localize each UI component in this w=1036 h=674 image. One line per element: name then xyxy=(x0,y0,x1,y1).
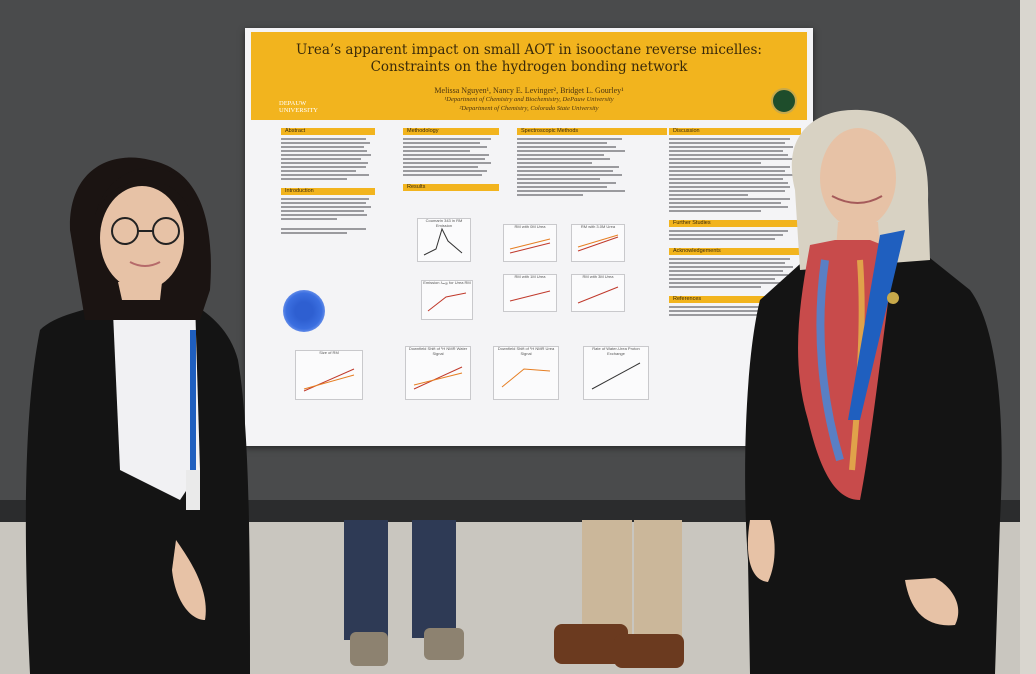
plot-title: Rate of Water-Urea Proton Exchange xyxy=(592,346,640,356)
plot-emission-max: Emission λₘₐₓ for Urea RM xyxy=(421,280,473,320)
plot-rm-3m-urea-a: RM with 3.0M Urea xyxy=(571,224,625,262)
poster-affiliations: ¹Department of Chemistry and Biochemistr… xyxy=(291,96,767,113)
poster-title: Urea’s apparent impact on small AOT in i… xyxy=(291,42,767,76)
plot-title: RM with 3M Urea xyxy=(582,274,614,279)
plot-curve xyxy=(509,290,551,302)
plot-curve xyxy=(423,227,463,256)
section-introduction: Introduction xyxy=(281,188,375,195)
section-discussion: Discussion xyxy=(669,128,801,135)
plot-title: Size of RM xyxy=(319,350,339,355)
poster-banner: Urea’s apparent impact on small AOT in i… xyxy=(251,32,807,120)
poster-column-4: Discussion Further Studies Acknowledgeme… xyxy=(669,128,801,318)
plot-title: Coumarin 343 in RM Emission xyxy=(425,218,463,228)
plot-curve xyxy=(509,238,551,254)
plot-rm-1m-urea: RM with 1M Urea xyxy=(503,274,557,312)
section-results: Results xyxy=(403,184,499,191)
poster-column-1: Abstract Introduction xyxy=(281,128,375,236)
plot-curve xyxy=(577,286,619,304)
poster-column-3: Spectroscopic Methods xyxy=(517,128,667,198)
section-spectroscopic-methods: Spectroscopic Methods xyxy=(517,128,667,135)
floor xyxy=(0,515,1036,674)
poster-title-line-2: Constraints on the hydrogen bonding netw… xyxy=(370,59,688,75)
plot-coumarin-emission: Coumarin 343 in RM Emission xyxy=(417,218,471,262)
section-acknowledgements: Acknowledgements xyxy=(669,248,801,255)
plot-title: RM with 3.0M Urea xyxy=(580,224,616,229)
depauw-logo: DEPAUW UNIVERSITY xyxy=(279,100,318,114)
plot-rm-3m-urea-b: RM with 3M Urea xyxy=(571,274,625,312)
plot-curve xyxy=(501,368,551,388)
poster-authors: Melissa Nguyen¹, Nancy E. Levinger², Bri… xyxy=(434,86,624,95)
affiliation-2: ²Department of Chemistry, Colorado State… xyxy=(459,104,599,112)
plot-curve xyxy=(303,368,355,392)
plot-title: Downfield Shift of ¹H NMR Urea Signal xyxy=(497,346,555,356)
reverse-micelle-illustration xyxy=(283,290,325,332)
section-abstract: Abstract xyxy=(281,128,375,135)
section-references: References xyxy=(669,296,801,303)
plot-proton-exchange-rate: Rate of Water-Urea Proton Exchange xyxy=(583,346,649,400)
plot-title: Emission λₘₐₓ for Urea RM xyxy=(423,280,471,285)
section-methodology: Methodology xyxy=(403,128,499,135)
plot-title: Downfield Shift of ¹H NMR Water Signal xyxy=(408,346,468,356)
plot-curve xyxy=(427,292,467,312)
poster-board-edge xyxy=(0,500,1036,522)
background-wall xyxy=(1020,0,1036,674)
plot-water-signal-shift: Downfield Shift of ¹H NMR Water Signal xyxy=(405,346,471,400)
poster-title-line-1: Urea’s apparent impact on small AOT in i… xyxy=(296,42,762,58)
plot-title: RM with 1M Urea xyxy=(514,274,546,279)
plot-curve xyxy=(591,362,641,390)
section-further-studies: Further Studies xyxy=(669,220,801,227)
affiliation-1: ¹Department of Chemistry and Biochemistr… xyxy=(444,96,614,103)
plot-curve xyxy=(577,234,619,252)
plot-size-of-rm: Size of RM xyxy=(295,350,363,400)
plot-curve xyxy=(413,366,463,390)
research-poster: Urea’s apparent impact on small AOT in i… xyxy=(245,28,813,446)
poster-column-2: Methodology Results xyxy=(403,128,499,194)
plot-rm-0m-urea: RM with 0M Urea xyxy=(503,224,557,262)
plot-urea-signal-shift: Downfield Shift of ¹H NMR Urea Signal xyxy=(493,346,559,400)
csu-ram-logo xyxy=(771,88,797,114)
plot-title: RM with 0M Urea xyxy=(514,224,546,229)
